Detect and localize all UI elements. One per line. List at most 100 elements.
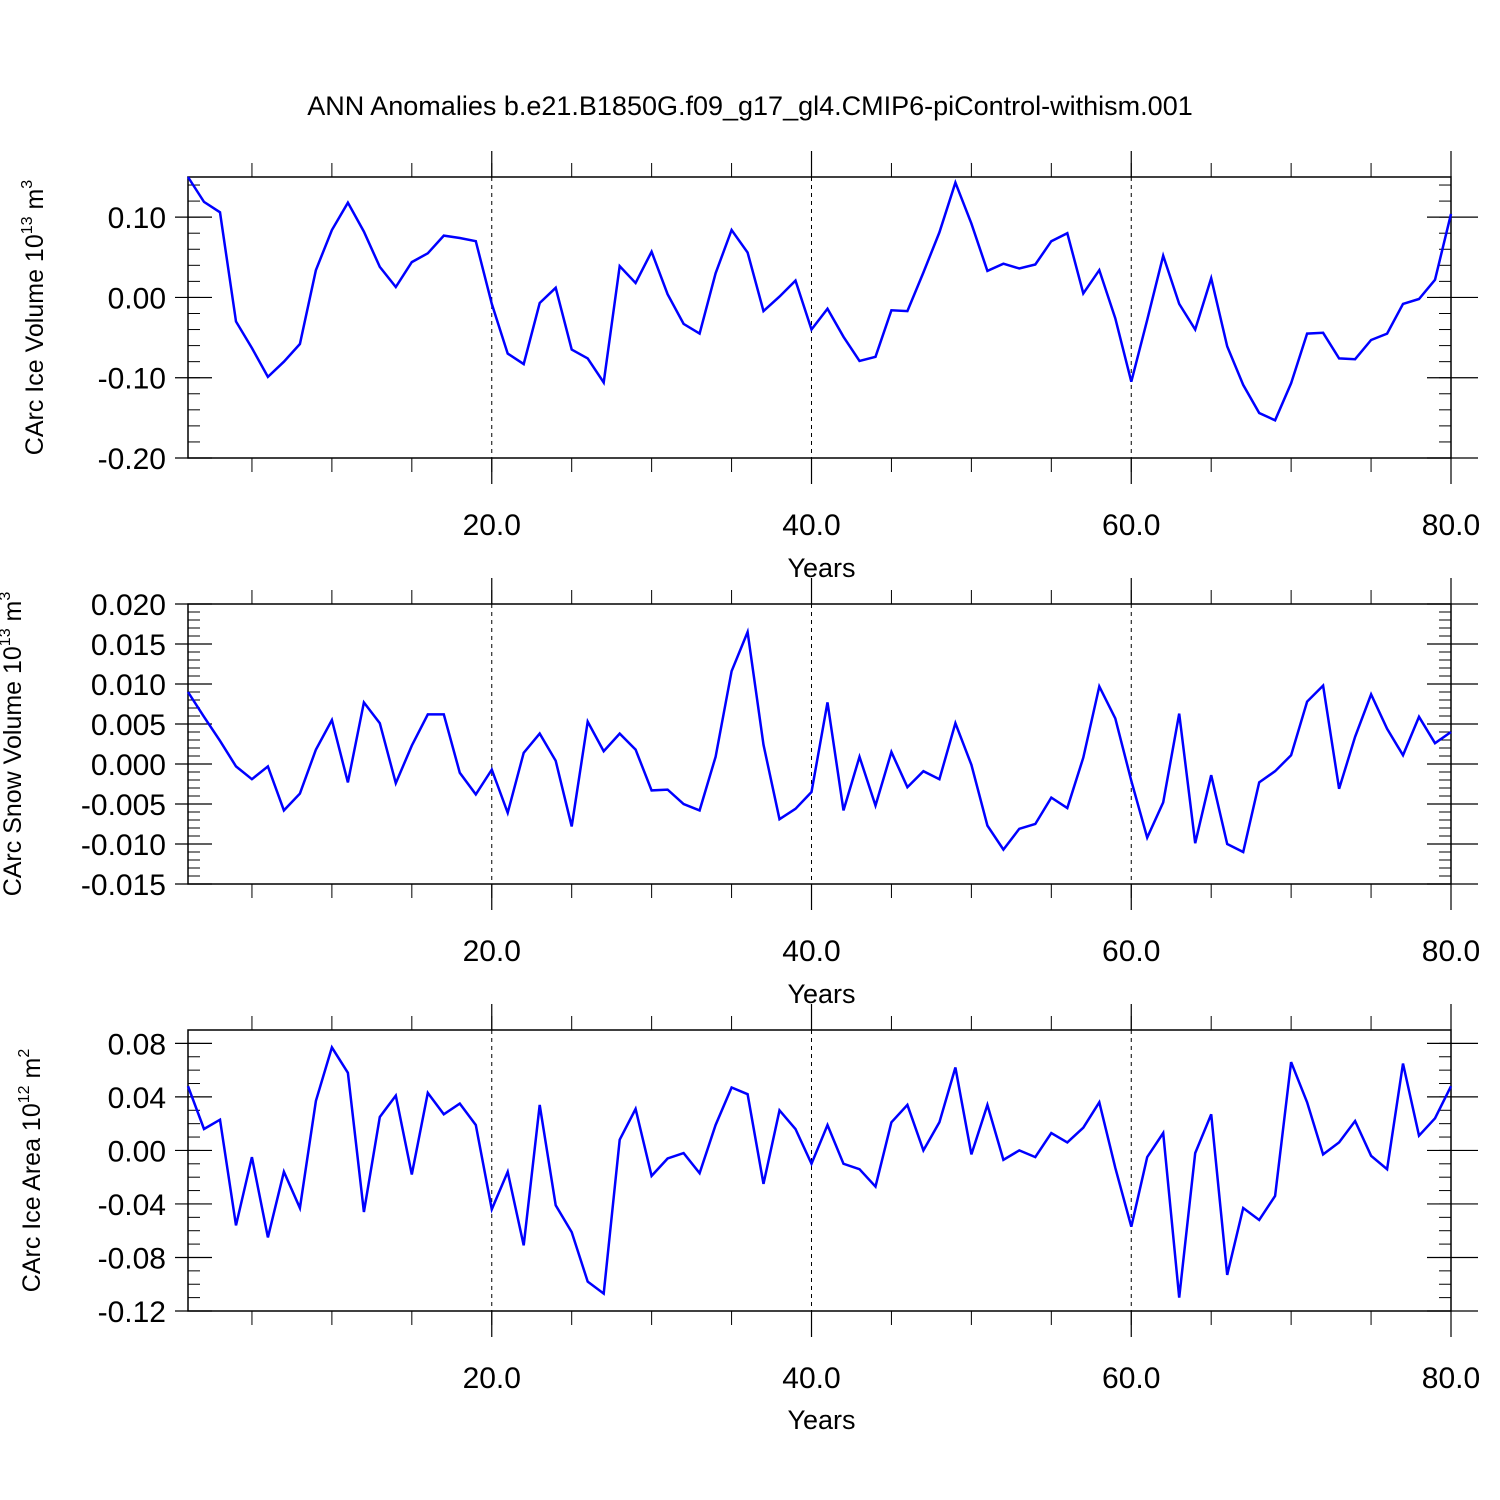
data-point [235,1224,237,1226]
data-point [922,272,924,274]
data-point [1162,255,1164,257]
data-point [1434,1117,1436,1119]
data-point [555,287,557,289]
data-point [811,329,813,331]
data-point [667,1157,669,1159]
data-point [938,1121,940,1123]
x-axis-label: Years [787,1405,855,1435]
data-point [523,752,525,754]
data-point [1082,757,1084,759]
data-point [315,269,317,271]
data-point [1002,849,1004,851]
data-point [315,749,317,751]
x-tick-label: 20.0 [463,935,521,968]
data-point [763,1183,765,1185]
data-point [938,778,940,780]
chart-title: ANN Anomalies b.e21.B1850G.f09_g17_gl4.C… [307,91,1192,121]
data-point [283,361,285,363]
data-point [219,211,221,213]
data-point [1322,685,1324,687]
data-point [1130,780,1132,782]
data-point [1434,742,1436,744]
data-point [331,719,333,721]
data-point [970,223,972,225]
data-point [1146,1156,1148,1158]
data-point [411,261,413,263]
data-point [1018,828,1020,830]
data-point [1130,381,1132,383]
data-point [858,1168,860,1170]
data-point [507,353,509,355]
data-point [251,778,253,780]
data-point [874,805,876,807]
data-point [699,333,701,335]
data-point [651,251,653,253]
data-point [1386,333,1388,335]
data-point [587,357,589,359]
data-point [1146,319,1148,321]
data-point [763,744,765,746]
data-point [1418,1135,1420,1137]
data-point [571,825,573,827]
data-point [874,356,876,358]
data-point [667,293,669,295]
data-point [507,812,509,814]
data-point [1242,851,1244,853]
data-point [603,750,605,752]
x-tick-label: 80.0 [1422,509,1480,542]
y-tick-label: -0.015 [81,869,166,902]
data-point [1226,843,1228,845]
data-point [970,764,972,766]
data-point [683,323,685,325]
data-point [1162,801,1164,803]
data-point [379,1116,381,1118]
data-point [1338,357,1340,359]
data-point [1370,339,1372,341]
data-point [443,235,445,237]
y-tick-label: 0.005 [91,709,166,742]
y-tick-label: -0.010 [81,829,166,862]
data-point [1082,1127,1084,1129]
data-point [267,765,269,767]
data-point [890,309,892,311]
y-tick-label: 0.010 [91,669,166,702]
series-line [186,1044,1453,1298]
x-tick-label: 80.0 [1422,1362,1480,1395]
data-point [427,1092,429,1094]
data-point [811,791,813,793]
data-point [555,760,557,762]
data-point [587,1281,589,1283]
data-point [731,229,733,231]
data-point [187,176,189,178]
data-point [906,786,908,788]
data-point [1098,269,1100,271]
data-point [747,251,749,253]
y-tick-label: -0.005 [81,789,166,822]
y-axis-label: CArc Snow Volume 1013 m3 [0,592,27,897]
data-point [1002,1159,1004,1161]
data-point [635,1108,637,1110]
data-point [779,296,781,298]
data-point [619,1139,621,1141]
data-point [795,280,797,282]
x-tick-label: 60.0 [1102,935,1160,968]
data-point [459,1103,461,1105]
data-point [986,270,988,272]
data-point [1210,277,1212,279]
data-point [1258,412,1260,414]
x-tick-label: 20.0 [463,509,521,542]
y-tick-label: 0.00 [108,282,166,315]
data-point [1082,292,1084,294]
data-point [954,722,956,724]
data-point [491,769,493,771]
x-tick-label: 40.0 [782,1362,840,1395]
data-point [1370,1155,1372,1157]
data-point [1386,1168,1388,1170]
data-point [1306,333,1308,335]
data-point [203,716,205,718]
data-point [1210,774,1212,776]
series-line [186,627,1452,854]
data-point [299,793,301,795]
data-point [411,1174,413,1176]
